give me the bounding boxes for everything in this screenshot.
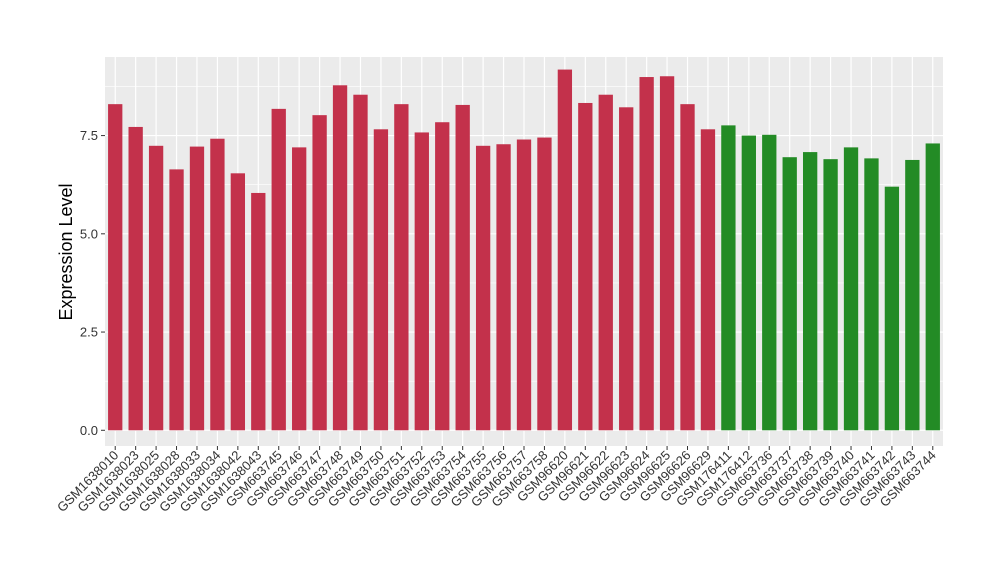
bar-GSM663754 <box>455 104 470 431</box>
y-tick-label: 5.0 <box>80 226 98 241</box>
bar-GSM96624 <box>639 77 654 431</box>
bar-GSM663737 <box>782 157 797 431</box>
bar-GSM176411 <box>721 125 736 431</box>
bar-GSM663747 <box>312 115 327 431</box>
bar-GSM96622 <box>598 94 613 431</box>
bars <box>108 69 940 431</box>
bar-GSM663739 <box>823 159 838 431</box>
bar-GSM663746 <box>292 147 307 431</box>
y-tick-label: 7.5 <box>80 128 98 143</box>
y-axis-title: Expression Level <box>56 183 76 320</box>
bar-GSM663744 <box>925 143 940 431</box>
y-axis: 0.0 2.5 5.0 7.5 <box>80 128 105 438</box>
bar-GSM1638010 <box>108 104 123 431</box>
bar-GSM96621 <box>578 102 593 431</box>
bar-GSM96626 <box>680 104 695 431</box>
bar-GSM663757 <box>516 139 532 431</box>
bar-GSM663751 <box>394 104 409 431</box>
bar-GSM96620 <box>557 69 573 431</box>
bar-GSM176412 <box>741 135 756 431</box>
bar-GSM96625 <box>659 76 675 431</box>
bar-GSM1638034 <box>210 138 225 431</box>
bar-GSM663743 <box>905 159 920 431</box>
bar-GSM1638025 <box>148 145 164 431</box>
y-tick-label: 2.5 <box>80 325 98 340</box>
bar-GSM96629 <box>700 129 716 431</box>
bar-GSM663758 <box>537 137 552 431</box>
bar-GSM663738 <box>802 152 818 431</box>
bar-GSM96623 <box>619 107 634 431</box>
x-axis: GSM1638010GSM1638023GSM1638025GSM1638028… <box>54 446 939 515</box>
y-tick-label: 0.0 <box>80 423 98 438</box>
bar-GSM663756 <box>496 144 511 431</box>
bar-GSM663742 <box>884 186 900 431</box>
bar-GSM663740 <box>843 147 859 431</box>
bar-GSM1638023 <box>128 126 143 431</box>
bar-GSM663749 <box>353 94 368 431</box>
bar-GSM663745 <box>271 108 286 431</box>
bar-GSM663741 <box>864 158 879 431</box>
bar-GSM663750 <box>373 129 389 431</box>
bar-GSM663753 <box>435 122 450 431</box>
bar-GSM1638043 <box>251 192 266 431</box>
bar-GSM1638042 <box>230 173 246 431</box>
bar-GSM663755 <box>475 145 491 431</box>
bar-GSM663752 <box>414 132 429 431</box>
bar-GSM1638028 <box>169 169 184 431</box>
bar-GSM1638033 <box>189 146 205 431</box>
bar-GSM663736 <box>762 134 777 431</box>
bar-GSM663748 <box>332 85 348 431</box>
